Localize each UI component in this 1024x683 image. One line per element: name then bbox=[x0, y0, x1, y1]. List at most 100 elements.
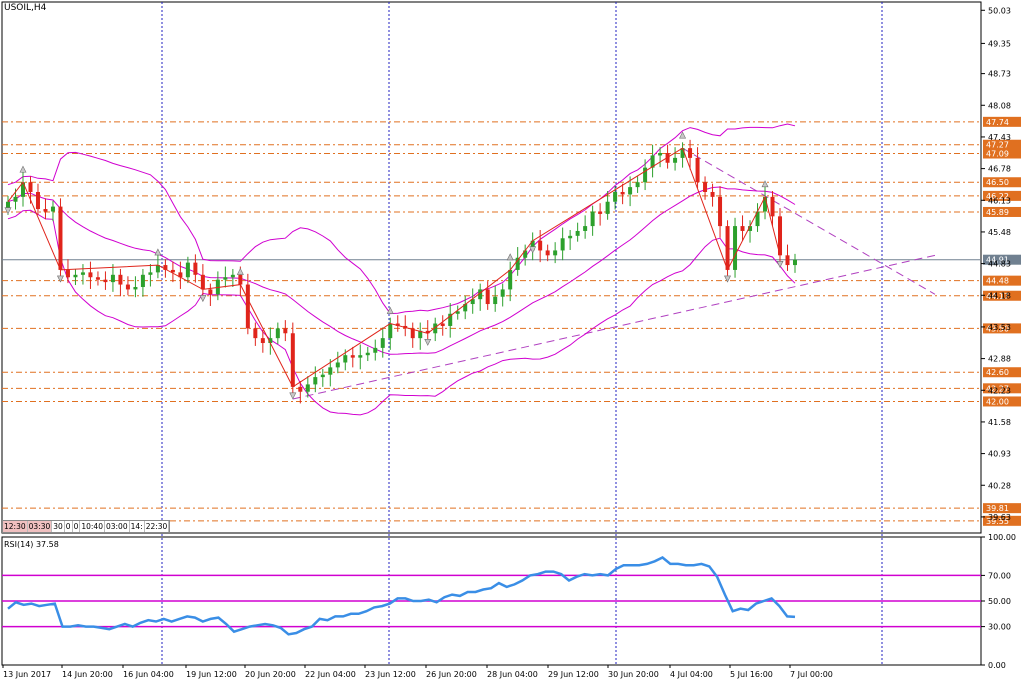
bull-candle bbox=[793, 259, 797, 266]
time-grid bbox=[161, 2, 883, 665]
bear-candle bbox=[350, 355, 355, 358]
price-tick-label: 41.58 bbox=[988, 418, 1011, 427]
bull-candle bbox=[568, 235, 573, 239]
bull-candle bbox=[20, 182, 25, 197]
bull-candle bbox=[388, 323, 393, 339]
bull-candle bbox=[80, 272, 85, 275]
time-chip[interactable]: 10:40 bbox=[81, 521, 105, 532]
time-axis: 13 Jun 2017 14 Jun 20:00 16 Jun 04:00 19 Ju… bbox=[2, 665, 833, 679]
bull-candle bbox=[268, 338, 273, 344]
bull-candle bbox=[733, 226, 738, 270]
level-tag bbox=[983, 275, 1021, 286]
price-tick-label: 47.43 bbox=[988, 133, 1011, 142]
price-tick-label: 42.23 bbox=[988, 386, 1011, 395]
time-tick-label: 7 Jul 00:00 bbox=[790, 670, 833, 679]
level-label: 44.17 bbox=[986, 292, 1009, 301]
fractal-down-marker bbox=[289, 392, 297, 400]
bull-candle bbox=[463, 304, 468, 312]
bull-candle bbox=[493, 296, 498, 305]
level-tag bbox=[983, 290, 1021, 301]
level-label: 42.27 bbox=[986, 384, 1009, 393]
bear-candle bbox=[718, 196, 723, 227]
rsi-tick-label: 30.00 bbox=[988, 623, 1011, 632]
bull-candle bbox=[680, 148, 685, 158]
level-tag bbox=[983, 177, 1021, 188]
bull-candle bbox=[470, 299, 475, 305]
bull-candle bbox=[583, 226, 588, 231]
bull-candle bbox=[643, 167, 648, 183]
bull-candle bbox=[13, 196, 18, 202]
fractal-up-marker bbox=[154, 248, 162, 256]
bear-candle bbox=[58, 206, 63, 270]
bull-candle bbox=[365, 352, 370, 356]
zigzag-indicator bbox=[7, 147, 781, 388]
time-chip[interactable]: 12:30 bbox=[3, 521, 28, 532]
bear-candle bbox=[703, 182, 708, 192]
time-chip[interactable]: 0 bbox=[65, 521, 73, 532]
bull-candle bbox=[613, 191, 618, 202]
bear-candle bbox=[163, 265, 168, 270]
fractal-up-marker bbox=[679, 131, 687, 139]
level-tag bbox=[983, 503, 1021, 514]
level-tag bbox=[983, 139, 1021, 150]
bear-candle bbox=[43, 209, 48, 212]
bear-candle bbox=[95, 277, 100, 280]
bull-candle bbox=[185, 262, 190, 278]
main-panel-border bbox=[1, 1, 982, 534]
price-tick-label: 40.93 bbox=[988, 450, 1011, 459]
fractal-up-marker bbox=[506, 253, 514, 261]
bear-candle bbox=[395, 323, 400, 326]
bear-candle bbox=[410, 328, 415, 339]
fractal-down-marker bbox=[4, 207, 12, 215]
rsi-tick-label: 0.00 bbox=[988, 661, 1006, 670]
trend-lines[interactable] bbox=[292, 147, 936, 400]
bear-candle bbox=[725, 226, 730, 270]
price-tick-label: 45.48 bbox=[988, 228, 1011, 237]
rsi-tick-label: 100.00 bbox=[988, 533, 1016, 542]
bear-candle bbox=[103, 279, 108, 283]
candles bbox=[6, 139, 797, 404]
bull-candle bbox=[335, 362, 340, 368]
bull-candle bbox=[635, 182, 640, 188]
current-price-label: 44.91 bbox=[986, 256, 1009, 265]
bull-candle bbox=[133, 286, 138, 290]
time-tick-label: 16 Jun 04:00 bbox=[123, 670, 174, 679]
symbol-label: USOIL,H4 bbox=[4, 3, 47, 13]
time-chip[interactable]: 0 bbox=[73, 521, 81, 532]
time-chip[interactable]: 03:00 bbox=[105, 521, 130, 532]
rsi-panel: 100.00 70.00 50.00 30.00 0.00 bbox=[2, 533, 1016, 670]
level-label: 47.74 bbox=[986, 118, 1009, 127]
bull-candle bbox=[50, 206, 55, 212]
bear-candle bbox=[545, 250, 550, 256]
time-chip-bar[interactable]: 12:30 03:30 30 0 0 10:40 03:00 14: 22:30 bbox=[2, 520, 171, 533]
time-chip[interactable]: 22:30 bbox=[145, 521, 170, 532]
time-tick-label: 14 Jun 20:00 bbox=[62, 670, 113, 679]
bear-candle bbox=[193, 262, 198, 275]
time-tick-label: 26 Jun 20:00 bbox=[426, 670, 477, 679]
price-tick-label: 40.28 bbox=[988, 481, 1011, 490]
resistance-trendline bbox=[682, 147, 936, 295]
price-tick-label: 43.53 bbox=[988, 323, 1011, 332]
price-tick-label: 39.63 bbox=[988, 513, 1011, 522]
fractal-up-marker bbox=[19, 165, 27, 173]
time-tick-label: 5 Jul 16:00 bbox=[730, 670, 773, 679]
rsi-line bbox=[7, 556, 796, 636]
level-label: 39.81 bbox=[986, 504, 1009, 513]
bear-candle bbox=[598, 211, 603, 214]
time-chip[interactable]: 14: bbox=[130, 521, 145, 532]
bull-candle bbox=[763, 196, 768, 212]
bull-candle bbox=[628, 187, 633, 195]
price-axis: 50.03 49.35 48.73 48.08 47.43 46.78 46.13 45.48… bbox=[981, 6, 1011, 522]
time-chip[interactable]: 30 bbox=[53, 521, 65, 532]
time-tick-label: 19 Jun 12:00 bbox=[186, 670, 237, 679]
fractal-down-marker bbox=[424, 338, 432, 346]
bear-candle bbox=[283, 328, 288, 334]
time-chip[interactable]: 03:30 bbox=[27, 521, 53, 532]
bull-candle bbox=[433, 323, 438, 334]
level-tag bbox=[983, 323, 1021, 334]
bull-candle bbox=[478, 289, 483, 300]
bull-candle bbox=[275, 328, 280, 339]
support-trendline bbox=[292, 254, 936, 400]
